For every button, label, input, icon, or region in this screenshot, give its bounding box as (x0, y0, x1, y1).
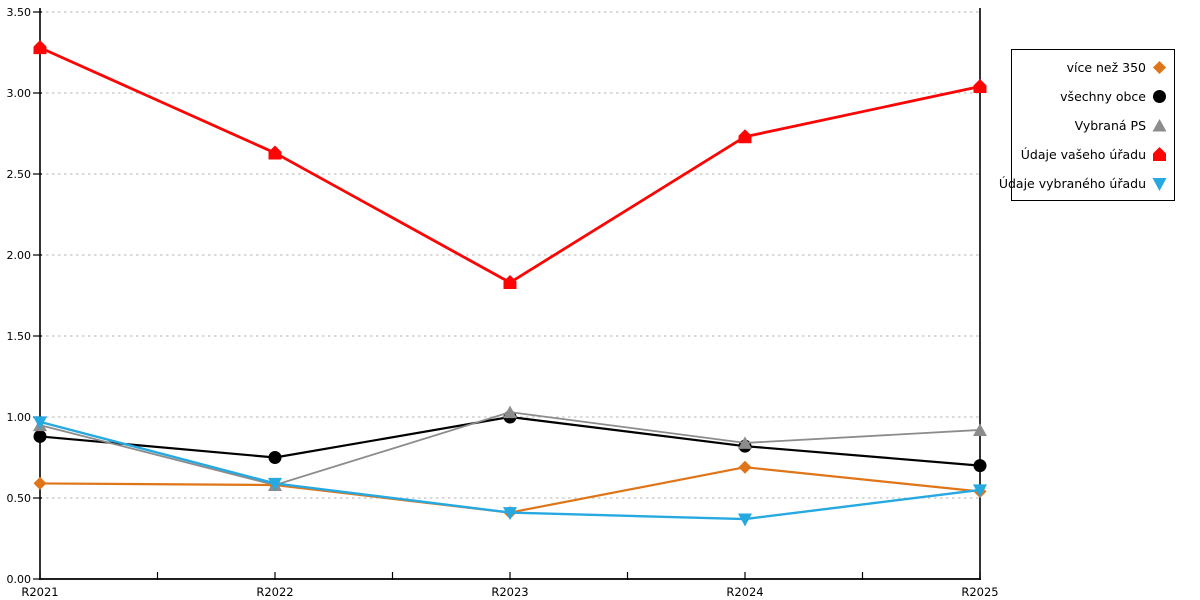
y-tick-label: 1.50 (7, 330, 32, 343)
x-tick-label: R2025 (961, 585, 998, 599)
gridlines (40, 11, 980, 499)
legend-marker-triangle-up-icon (1152, 118, 1167, 131)
legend-marker-diamond-icon (1153, 60, 1166, 74)
axes (39, 8, 981, 580)
x-tick-label: R2021 (21, 585, 58, 599)
legend-label: všechny obce (1060, 88, 1146, 104)
legend-label: Údaje vybraného úřadu (998, 175, 1146, 191)
series-4 (33, 40, 987, 290)
x-tick-label: R2024 (726, 585, 763, 599)
series-5 (33, 416, 987, 527)
y-axis-ticks: 0.00 0.50 1.00 1.50 2.00 2.50 3.00 3.50 (7, 6, 42, 586)
y-tick-label: 0.50 (7, 492, 32, 505)
legend-label: Údaje vašeho úřadu (1020, 146, 1146, 162)
legend-label: více než 350 (1066, 59, 1146, 75)
legend-item: více než 350 (1012, 53, 1174, 82)
y-tick-label: 2.00 (7, 249, 32, 262)
y-tick-label: 0.00 (7, 573, 32, 586)
legend-marker-circle-icon (1153, 89, 1166, 103)
legend-item: Vybraná PS (1012, 111, 1174, 140)
legend-marker-triangle-down-icon (1152, 177, 1167, 191)
y-tick-label: 1.00 (7, 411, 32, 424)
legend-marker-pentagon-icon (1153, 146, 1166, 161)
x-tick-label: R2023 (491, 585, 528, 599)
series-2 (33, 410, 987, 473)
legend-item: Údaje vašeho úřadu (1012, 140, 1174, 169)
legend-item: všechny obce (1012, 82, 1174, 111)
y-tick-label: 3.50 (7, 6, 32, 19)
legend-label: Vybraná PS (1074, 117, 1146, 133)
legend-box: více než 350 všechny obce Vybraná PS Údaje … (999, 49, 1175, 201)
x-axis-ticks: R2021 R2022 R2023 R2024 R2025 (21, 572, 999, 599)
x-tick-label: R2022 (256, 585, 293, 599)
y-tick-label: 3.00 (7, 87, 32, 100)
legend-item: Údaje vybraného úřadu (999, 169, 1174, 198)
y-tick-label: 2.50 (7, 168, 32, 181)
